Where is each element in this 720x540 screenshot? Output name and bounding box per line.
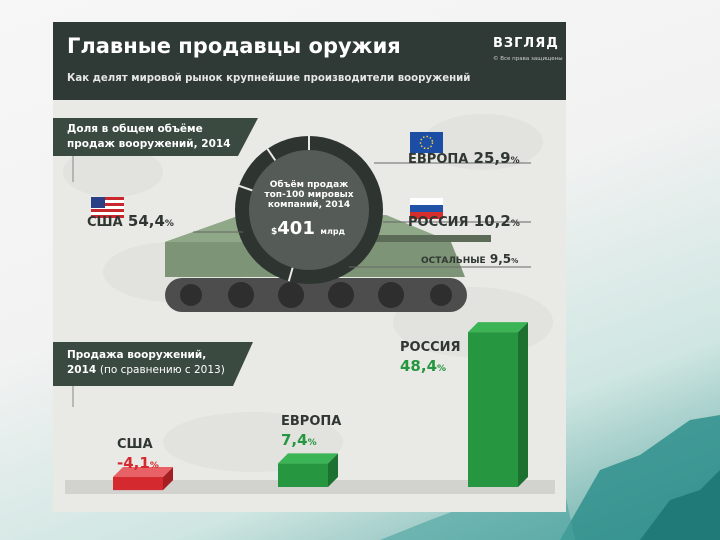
center-line2: топ-100 мировых	[264, 190, 354, 200]
bar-top-2	[468, 322, 528, 333]
change-label-year: 2014	[67, 364, 97, 376]
share-label-line2: продаж вооружений, 2014	[67, 138, 231, 150]
russia-flag-icon	[410, 198, 443, 219]
change-section-label: Продажа вооружений, 2014 (по сравнению с…	[67, 348, 225, 378]
share-europe-unit: %	[510, 156, 520, 166]
usa-flag-icon	[91, 197, 124, 218]
change-europe-name: ЕВРОПА	[281, 414, 342, 429]
brand-copyright: © Все права защищены	[493, 56, 563, 62]
bar-front-0	[113, 477, 163, 491]
share-europe-value: 25,9	[473, 149, 511, 167]
change-europe-value: 7,4	[281, 431, 308, 449]
center-total: $401 млрд	[271, 218, 345, 239]
share-others-value: 9,5	[489, 252, 512, 266]
change-europe-unit: %	[307, 438, 317, 448]
page-subtitle: Как делят мировой рынок крупнейшие произ…	[67, 73, 471, 84]
bar-side-1	[328, 453, 338, 487]
share-usa: США 54,4%	[87, 212, 174, 230]
bar-0	[113, 467, 173, 491]
bar-top-1	[278, 453, 338, 464]
tank-barrel	[371, 235, 491, 242]
change-banner	[53, 342, 253, 386]
center-line3: компаний, 2014	[267, 200, 351, 210]
share-russia-unit: %	[510, 219, 520, 229]
bar-side-0	[163, 467, 173, 491]
share-donut-center	[249, 150, 369, 270]
bar-front-1	[278, 463, 328, 487]
change-russia: РОССИЯ 48,4%	[400, 339, 461, 378]
share-others-name: ОСТАЛЬНЫЕ	[421, 256, 486, 266]
change-label-line1: Продажа вооружений,	[67, 349, 207, 361]
donut-divider-1	[287, 267, 294, 282]
center-value: 401	[277, 218, 315, 239]
page-title: Главные продавцы оружия	[67, 34, 401, 58]
share-usa-unit: %	[164, 219, 174, 229]
share-russia-value: 10,2	[473, 212, 511, 230]
share-label-line1: Доля в общем объёме	[67, 123, 203, 135]
share-others: ОСТАЛЬНЫЕ 9,5%	[421, 252, 518, 266]
bar-1	[278, 453, 338, 487]
donut-divider-3	[266, 148, 277, 161]
change-russia-name: РОССИЯ	[400, 340, 461, 355]
share-others-unit: %	[511, 256, 519, 265]
tank-illustration	[53, 114, 555, 494]
bar-2	[468, 322, 528, 487]
change-usa: США -4,1%	[117, 436, 159, 475]
share-banner	[53, 118, 258, 156]
share-russia-name: РОССИЯ	[408, 215, 469, 230]
header-bar: Главные продавцы оружия Как делят мирово…	[53, 22, 566, 100]
share-russia: РОССИЯ 10,2%	[408, 212, 520, 230]
center-currency: $	[271, 227, 278, 237]
change-usa-name: США	[117, 437, 153, 452]
share-usa-value: 54,4	[127, 212, 165, 230]
share-europe-name: ЕВРОПА	[408, 152, 469, 167]
change-russia-value: 48,4	[400, 357, 438, 375]
center-line1: Объём продаж	[269, 180, 349, 190]
share-section-label: Доля в общем объёме продаж вооружений, 2…	[67, 122, 231, 152]
donut-center-text: Объём продаж топ-100 мировых компаний, 2…	[259, 180, 359, 210]
bar-front-2	[468, 332, 518, 487]
share-usa-name: США	[87, 215, 123, 230]
change-europe: ЕВРОПА 7,4%	[281, 413, 341, 452]
bar-top-0	[113, 467, 173, 477]
change-label-note: (по сравнению с 2013)	[99, 364, 225, 376]
brand-logo: ВЗГЛЯД	[493, 36, 559, 51]
bar-side-2	[518, 322, 528, 487]
center-unit: млрд	[320, 227, 346, 236]
infographic-panel: Главные продавцы оружия Как делят мирово…	[53, 22, 566, 512]
donut-divider-2	[238, 184, 253, 192]
change-russia-unit: %	[437, 364, 447, 374]
change-usa-unit: %	[149, 461, 159, 471]
eu-flag-icon	[410, 132, 443, 153]
change-usa-value: -4,1	[117, 454, 150, 472]
share-europe: ЕВРОПА 25,9%	[408, 149, 520, 167]
